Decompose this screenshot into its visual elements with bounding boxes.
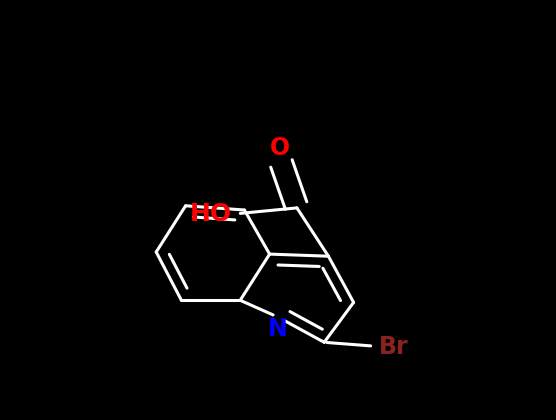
Text: Br: Br [379, 334, 409, 359]
Text: N: N [268, 317, 288, 341]
Text: HO: HO [190, 202, 232, 226]
Text: O: O [270, 136, 290, 160]
